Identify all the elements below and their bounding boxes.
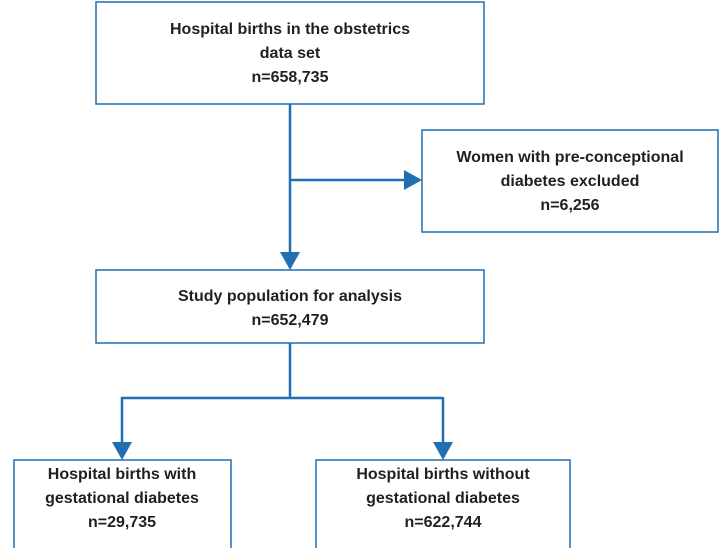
arrowhead: [280, 252, 300, 270]
arrowhead: [404, 170, 422, 190]
arrowhead: [433, 442, 453, 460]
arrowhead: [112, 442, 132, 460]
node-text: data set: [260, 45, 321, 62]
node-text: Hospital births without: [356, 466, 530, 483]
node-text: gestational diabetes: [45, 490, 199, 507]
node-text: Women with pre-conceptional: [456, 149, 683, 166]
node-text: n=6,256: [540, 197, 599, 214]
node-box: [315, 459, 571, 553]
node-text: n=652,479: [252, 312, 329, 329]
node-text: diabetes excluded: [501, 173, 640, 190]
node-text: Hospital births with: [48, 466, 196, 483]
node-text: Hospital births in the obstetrics: [170, 21, 410, 38]
node-text: gestational diabetes: [366, 490, 520, 507]
node-text: Study population for analysis: [178, 288, 402, 305]
node-box: [95, 269, 485, 344]
node-box: [95, 1, 485, 105]
node-text: n=29,735: [88, 514, 156, 531]
node-box: [421, 129, 719, 233]
node-text: n=622,744: [405, 514, 482, 531]
node-box: [13, 459, 232, 553]
node-text: n=658,735: [252, 69, 329, 86]
